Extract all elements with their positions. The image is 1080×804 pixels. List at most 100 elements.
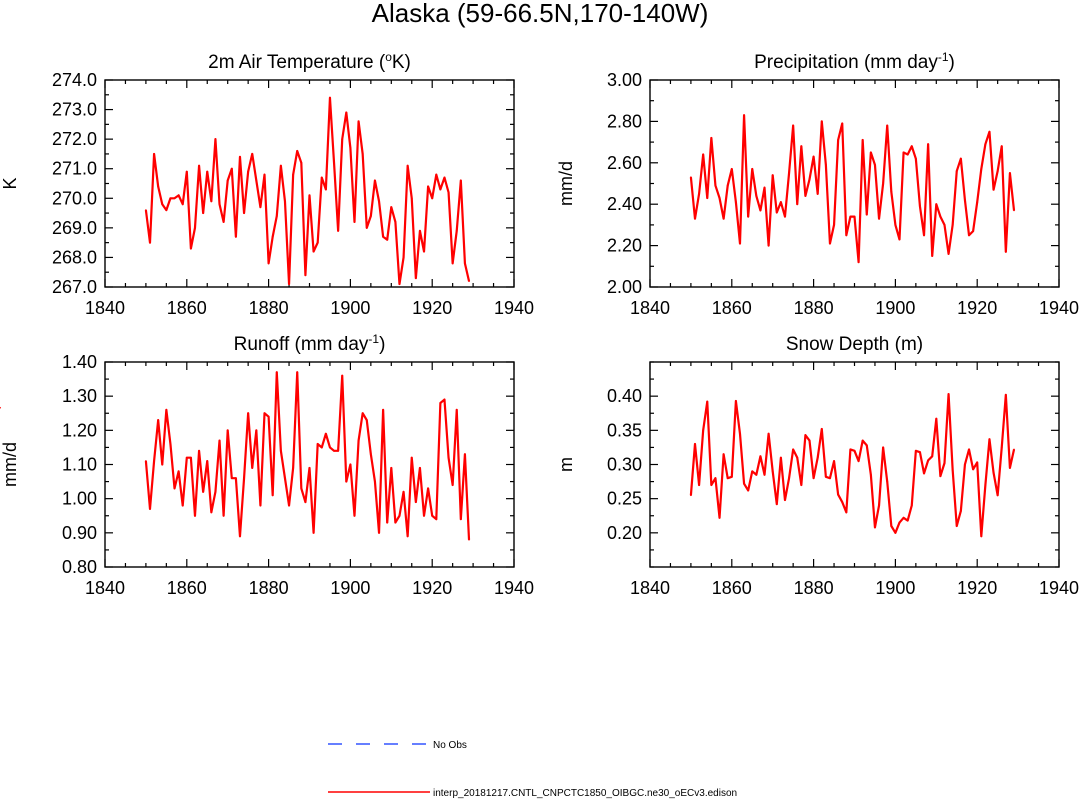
data-point [955,525,958,527]
data-point [710,137,713,139]
data-point [185,170,188,173]
data-point [259,504,262,507]
data-point [894,224,897,226]
data-point [902,151,905,154]
data-point [419,467,421,469]
x-tick-label: 1940 [494,578,534,598]
data-point [927,459,930,462]
data-point [841,501,844,503]
series-line [144,371,471,540]
data-point [984,484,987,486]
data-point [345,480,348,483]
data-point [837,139,840,141]
data-point [239,535,241,538]
data-point [698,192,700,195]
data-point [771,470,774,473]
data-point [959,510,962,512]
data-point [189,247,192,250]
x-tick-label: 1880 [249,298,289,318]
data-point [931,455,934,458]
data-point [423,514,425,517]
data-point [394,521,397,524]
data-point [304,501,307,503]
data-point [927,143,930,146]
data-point [161,463,164,466]
x-tick-label: 1940 [1039,298,1079,318]
data-point [263,412,266,415]
data-point [398,514,401,517]
data-point [255,179,258,182]
y-tick-label: 267.0 [52,277,97,297]
data-point [878,217,880,220]
data-point [149,508,151,510]
x-tick-label: 1880 [249,578,289,598]
data-point [279,449,282,452]
data-point [284,477,286,480]
data-point [361,412,364,415]
data-point [378,200,380,203]
data-point [320,176,323,179]
data-point [894,531,897,534]
x-tick-label: 1840 [630,298,670,318]
data-point [239,155,241,158]
data-point [739,432,741,435]
data-point [439,402,442,404]
data-point [947,252,950,255]
data-point [820,428,823,430]
data-point [976,461,979,464]
x-tick-label: 1920 [957,578,997,598]
data-point [259,206,262,209]
data-point [165,408,168,411]
data-point [935,417,938,420]
chart-title: Runoff (mm day-1) [234,332,386,355]
data-point [443,398,446,401]
data-point [337,229,340,232]
data-point [296,371,299,374]
chart-temp: 2m Air Temperature (oK) K 1840 1860 1880 1900… [0,50,534,318]
data-point [341,138,344,141]
data-point [779,456,782,459]
data-point [394,221,397,223]
y-tick-label: 0.90 [62,523,97,543]
data-point [419,229,421,232]
data-point [267,262,270,265]
data-point [734,400,737,402]
data-point [800,145,803,148]
data-point [1000,145,1003,148]
data-point [718,197,721,199]
data-point [800,484,803,486]
data-point [898,238,901,241]
data-point [784,499,786,501]
data-point [996,170,999,172]
data-point [459,179,462,182]
data-point [980,535,983,538]
data-point [857,460,860,462]
data-point [451,262,454,265]
data-point [316,443,319,445]
y-tick-label: 273.0 [52,100,97,120]
data-point [804,434,807,437]
data-point [247,170,250,173]
figure-title: Alaska (59-66.5N,170-140W) [372,0,709,28]
y-tick-label: 272.0 [52,129,97,149]
data-point [939,215,942,218]
data-point [763,186,766,189]
data-point [390,467,393,469]
data-point [792,124,795,127]
data-point [333,449,335,452]
data-point [255,429,258,432]
data-point [959,157,962,160]
data-point [435,173,438,176]
y-tick-label: 0.35 [607,420,642,440]
data-point [751,168,754,170]
data-point [202,212,205,214]
data-point [447,456,450,459]
data-point [698,484,700,486]
legend: No Obs interp_20181217.CNTL_CNPCTC1850_O… [328,740,737,799]
data-point [812,477,815,480]
data-point [910,145,913,148]
data-point [890,525,893,527]
data-point [869,151,872,154]
y-tick-label: 2.40 [607,194,642,214]
data-point [431,514,434,517]
